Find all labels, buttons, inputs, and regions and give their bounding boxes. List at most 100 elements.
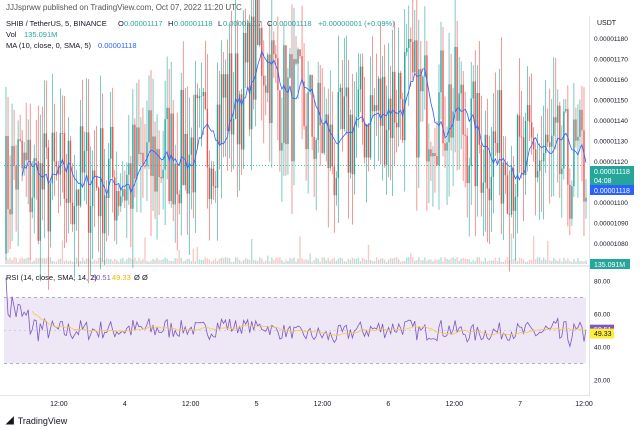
candle-body xyxy=(424,55,426,77)
candle-body xyxy=(287,77,289,145)
volume-bar xyxy=(210,261,213,264)
ma-tag xyxy=(590,185,634,195)
volume-bar xyxy=(259,257,261,264)
volume-bar xyxy=(416,260,418,264)
candle-body xyxy=(436,156,438,166)
candle-body xyxy=(33,158,35,198)
rsi-tick-label: 20.00 xyxy=(594,377,611,384)
ma-label: MA (10, close, 0, SMA, 5) xyxy=(6,41,92,50)
volume-bar xyxy=(319,261,321,264)
volume-bar xyxy=(295,261,297,264)
candle-body xyxy=(120,196,122,207)
volume-bar xyxy=(440,257,442,264)
candle-body xyxy=(130,163,132,209)
candle-body xyxy=(277,58,279,91)
candle-body xyxy=(339,87,342,93)
vol-value: 135.091M xyxy=(24,30,57,39)
volume-bar xyxy=(101,260,104,264)
candle-body xyxy=(144,166,146,167)
candle-body xyxy=(398,72,400,128)
volume-bar xyxy=(251,238,253,264)
candle-body xyxy=(551,135,553,147)
volume-bar xyxy=(21,257,23,264)
volume-bar xyxy=(178,249,180,264)
candle-body xyxy=(440,50,442,93)
candle-body xyxy=(228,53,231,132)
candle-body xyxy=(359,66,362,90)
volume-bar xyxy=(494,257,497,264)
candle-body xyxy=(438,92,440,166)
volume-bar xyxy=(15,257,17,264)
price-tick-label: 0.00001120 xyxy=(594,159,628,166)
candle-body xyxy=(442,50,444,144)
volume-bar xyxy=(192,248,195,264)
candle-body xyxy=(279,90,281,151)
candle-body xyxy=(13,145,15,166)
volume-bar xyxy=(267,255,269,264)
volume-bar xyxy=(9,257,11,264)
candle-body xyxy=(232,118,235,135)
volume-bar xyxy=(303,260,305,264)
volume-bar xyxy=(27,257,29,264)
volume-bar xyxy=(387,259,390,264)
volume-bar xyxy=(59,258,62,264)
countdown-tag xyxy=(590,176,634,185)
volume-bar xyxy=(244,257,247,264)
volume-bar xyxy=(472,260,474,264)
tradingview-logo-icon: ◢ xyxy=(6,415,14,426)
volume-bar xyxy=(536,257,539,264)
volume-bar xyxy=(25,258,27,264)
candle-body xyxy=(85,132,88,152)
candle-body xyxy=(573,119,575,187)
rsi-ma-line xyxy=(31,310,587,337)
candle-body xyxy=(468,165,470,184)
volume-bar xyxy=(206,258,209,264)
candle-body xyxy=(150,110,152,176)
price-tick-label: 0.00001160 xyxy=(594,77,628,84)
candle-body xyxy=(480,144,482,193)
tradingview-wordmark: TradingView xyxy=(17,416,68,426)
candle-body xyxy=(212,168,215,187)
candle-body xyxy=(112,126,114,178)
candle-body xyxy=(341,87,344,130)
candle-body xyxy=(240,94,243,150)
candle-body xyxy=(418,69,420,158)
candle-body xyxy=(389,98,392,139)
candle-body xyxy=(37,161,39,241)
time-tick-label: 12:00 xyxy=(182,401,200,408)
candle-body xyxy=(27,139,29,161)
candle-body xyxy=(355,116,358,127)
volume-bar xyxy=(307,260,309,264)
candle-body xyxy=(253,16,255,100)
candle-body xyxy=(75,189,78,207)
candle-body xyxy=(226,74,229,132)
candle-body xyxy=(41,163,43,190)
candle-body xyxy=(317,82,319,141)
price-tick-label: 0.00001170 xyxy=(594,57,628,64)
volume-bar xyxy=(228,258,231,264)
volume-bar xyxy=(458,261,460,264)
candle-body xyxy=(265,85,267,93)
candle-body xyxy=(575,119,577,141)
candle-body xyxy=(248,22,251,130)
candle-body xyxy=(67,140,70,203)
candle-body xyxy=(391,71,394,139)
price-tick-label: 0.00001090 xyxy=(594,221,629,228)
volume-bar xyxy=(518,257,521,264)
volume-bar xyxy=(31,261,33,264)
candle-body xyxy=(182,89,184,186)
volume-bar xyxy=(71,261,74,264)
volume-bar xyxy=(579,260,581,264)
volume-bar xyxy=(7,259,9,264)
volume-bar xyxy=(565,260,567,264)
candle-body xyxy=(516,115,519,197)
time-tick-label: 12:00 xyxy=(50,401,68,408)
vol-label: Vol xyxy=(6,30,17,39)
candle-body xyxy=(387,98,390,130)
candle-body xyxy=(464,134,466,136)
candle-body xyxy=(327,114,329,169)
candle-body xyxy=(309,75,311,93)
volume-bar xyxy=(383,259,386,264)
candle-body xyxy=(17,139,19,190)
